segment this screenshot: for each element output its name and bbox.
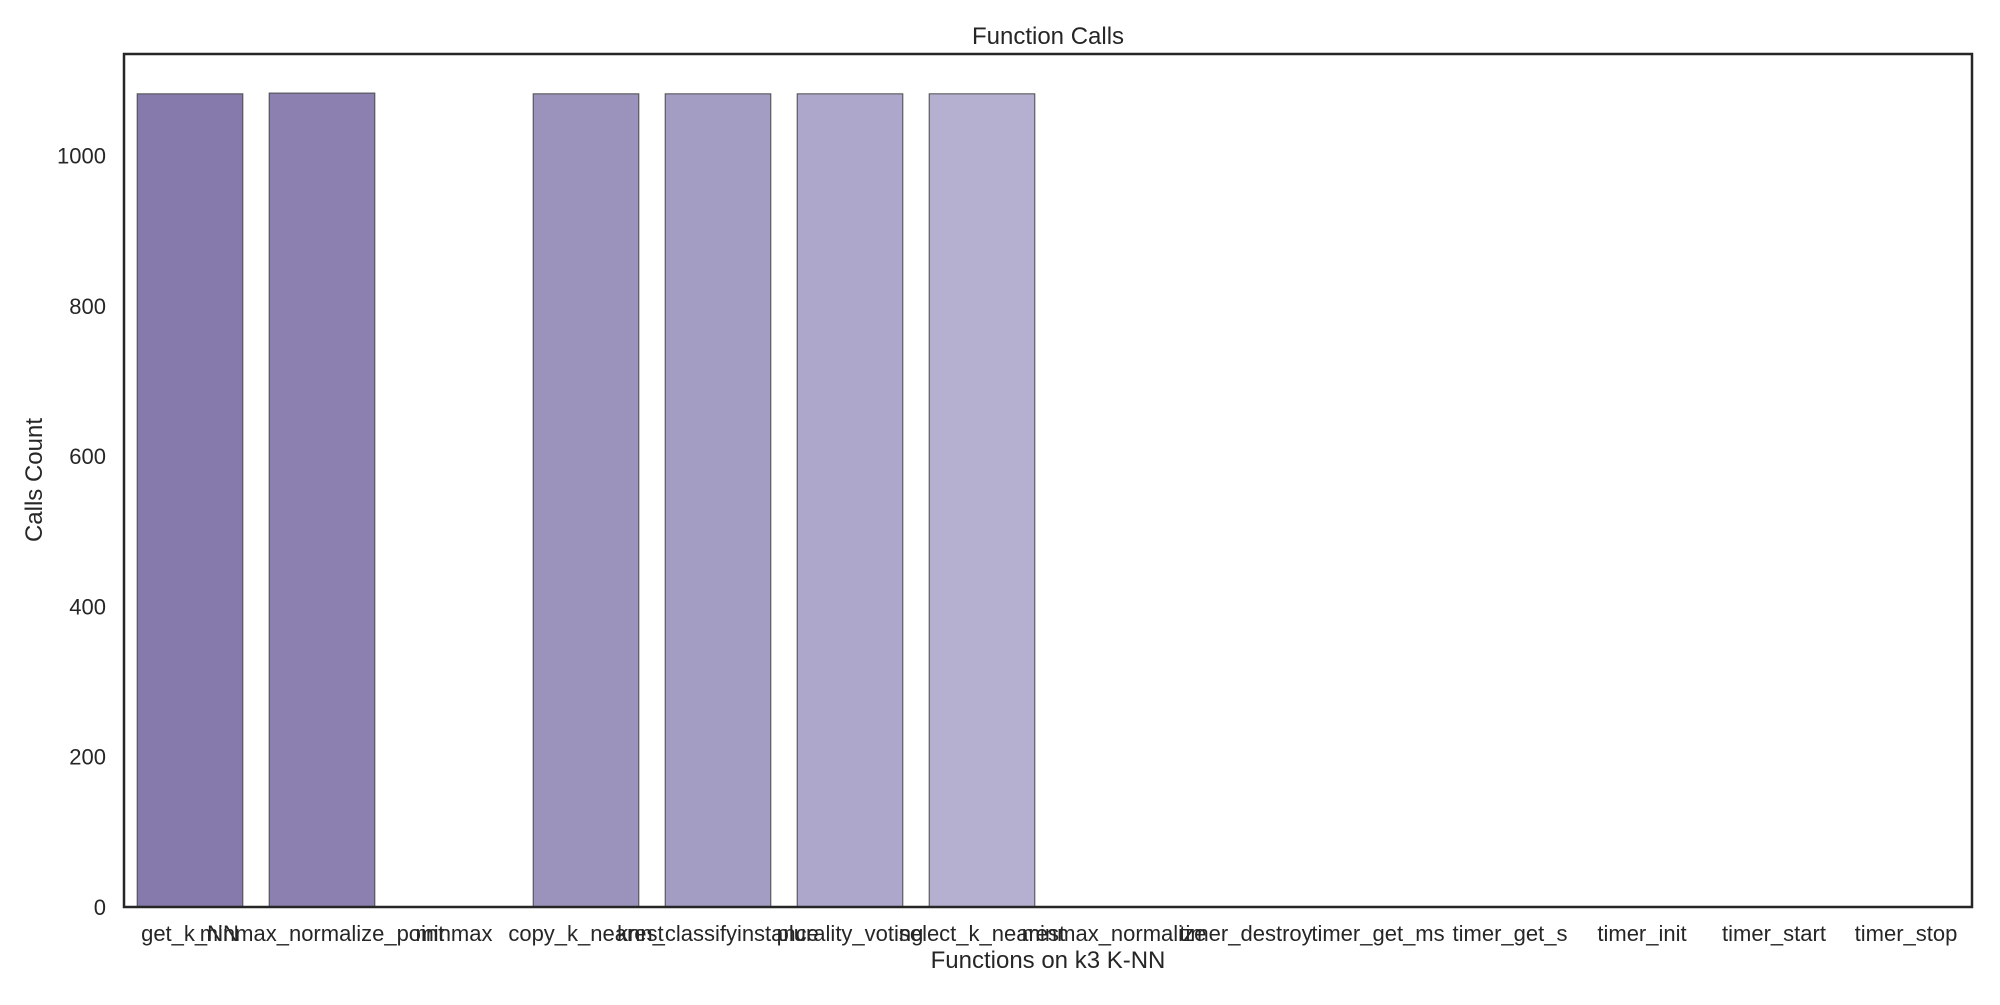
x-tick-label: copy_k_nearest: [508, 921, 663, 946]
y-tick-label: 1000: [57, 143, 106, 168]
chart-title: Function Calls: [972, 23, 1124, 50]
x-tick-label: timer_start: [1722, 921, 1826, 946]
y-tick-label: 400: [69, 594, 106, 619]
bar-knn-classifyinstance: [664, 93, 772, 908]
x-tick-label: select_k_nearest: [899, 921, 1065, 946]
y-tick-label: 600: [69, 444, 106, 469]
x-tick-label: timer_get_s: [1453, 921, 1568, 946]
x-tick-label: timer_destroy: [1179, 921, 1312, 946]
x-tick-label: timer_stop: [1855, 921, 1958, 946]
y-tick-label: 800: [69, 294, 106, 319]
x-tick-label: minmax_normalize_point: [200, 921, 445, 946]
bar-copy-k-nearest: [532, 93, 640, 908]
x-tick-label: knn_classifyinstance: [617, 921, 819, 946]
bar-get-k-NN: [136, 93, 244, 908]
bar-select-k-nearest: [928, 93, 1036, 908]
y-axis-label: Calls Count: [21, 418, 48, 542]
x-tick-label: plurality_voting: [777, 921, 924, 946]
x-tick-label: minmax_normalize: [1022, 921, 1207, 946]
x-tick-label: timer_get_ms: [1311, 921, 1444, 946]
plot-frame: [122, 52, 1974, 909]
bars-layer: [136, 92, 1036, 908]
x-axis-label: Functions on k3 K-NN: [931, 947, 1166, 974]
x-tick-label: get_k_NN: [141, 921, 239, 946]
y-tick-label: 200: [69, 745, 106, 770]
x-tick-label: timer_init: [1597, 921, 1686, 946]
x-tick-label: minmax: [415, 921, 492, 946]
y-tick-label: 0: [94, 895, 106, 920]
bar-minmax-normalize-point: [268, 92, 376, 908]
y-axis-ticks: 0 200 400 600 800 1000: [57, 143, 106, 920]
bar-plurality-voting: [796, 93, 904, 908]
